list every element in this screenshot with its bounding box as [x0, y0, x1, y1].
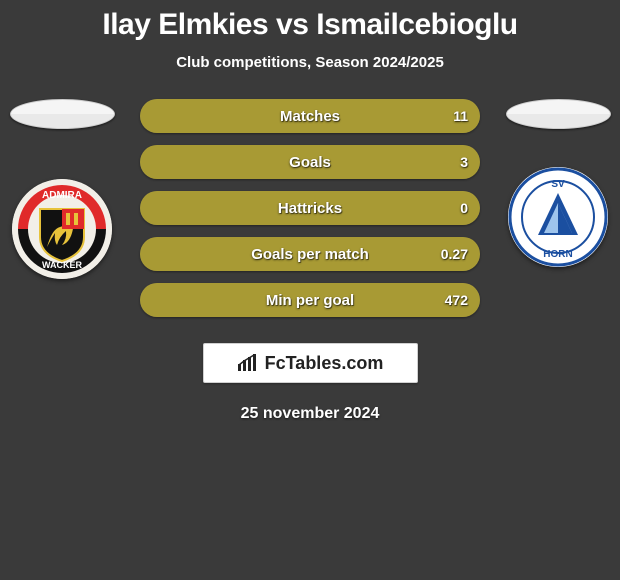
player1-name: Ilay Elmkies [102, 8, 268, 41]
admira-wacker-crest-svg: ADMIRA WACKER [12, 179, 112, 279]
bar-chart-icon [237, 354, 259, 372]
vs-label: vs [276, 8, 308, 41]
stat-value-right: 0 [460, 200, 468, 216]
stat-label: Goals [289, 154, 331, 171]
stat-label: Matches [280, 108, 340, 125]
left-club-crest: ADMIRA WACKER [12, 179, 112, 279]
player2-name: Ismailcebioglu [316, 8, 517, 41]
stats-column: Matches 11 Goals 3 Hattricks 0 Goals per match… [140, 99, 480, 317]
stat-value-right: 472 [445, 292, 468, 308]
stat-row: Matches 11 [140, 99, 480, 133]
body-row: ADMIRA WACKER Matches 11 Goals 3 Hattricks 0 G… [0, 99, 620, 317]
stat-value-right: 11 [453, 108, 468, 124]
left-side: ADMIRA WACKER [2, 99, 122, 279]
right-side: SV HORN [498, 99, 618, 267]
right-flag-ellipse [506, 99, 611, 129]
snapshot-date: 25 november 2024 [241, 405, 380, 423]
brand-box[interactable]: FcTables.com [203, 343, 418, 383]
stat-label: Min per goal [266, 292, 354, 309]
stat-row: Goals per match 0.27 [140, 237, 480, 271]
stat-label: Hattricks [278, 200, 342, 217]
stat-value-right: 3 [460, 154, 468, 170]
sv-horn-crest-svg: SV HORN [508, 167, 608, 267]
stat-value-right: 0.27 [441, 246, 468, 262]
stat-label: Goals per match [251, 246, 369, 263]
subtitle: Club competitions, Season 2024/2025 [176, 54, 444, 71]
stat-row: Min per goal 472 [140, 283, 480, 317]
brand-label: FcTables.com [265, 353, 384, 374]
page-title: Ilay Elmkies vs Ismailcebioglu [102, 8, 517, 42]
stat-row: Hattricks 0 [140, 191, 480, 225]
stat-row: Goals 3 [140, 145, 480, 179]
comparison-card: Ilay Elmkies vs Ismailcebioglu Club comp… [0, 0, 620, 580]
right-club-crest: SV HORN [508, 167, 608, 267]
left-flag-ellipse [10, 99, 115, 129]
svg-text:SV: SV [551, 179, 565, 190]
svg-text:ADMIRA: ADMIRA [42, 190, 82, 201]
svg-text:HORN: HORN [543, 249, 572, 260]
